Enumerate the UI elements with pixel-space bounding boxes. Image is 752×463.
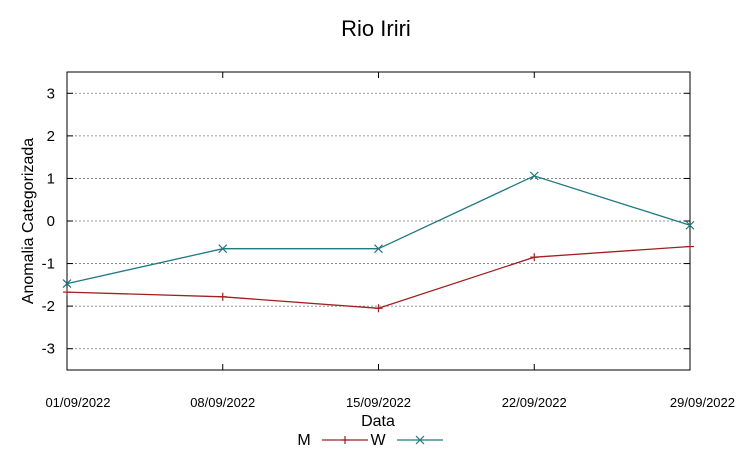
data-point-m xyxy=(218,292,227,301)
series-lines xyxy=(62,171,695,313)
y-tick-label: 2 xyxy=(47,128,55,145)
x-tick-label: 22/09/2022 xyxy=(502,395,567,410)
legend-label: M xyxy=(297,432,310,449)
y-axis-ticks: 3 2 1 0 -1 -2 -3 xyxy=(42,85,690,358)
data-point-w xyxy=(62,279,72,289)
data-point-w xyxy=(374,244,383,254)
legend-item-w: W xyxy=(370,432,443,449)
y-axis-label: Anomalia Categorizada xyxy=(20,138,37,304)
y-tick-label: 3 xyxy=(47,85,55,102)
legend-marker xyxy=(341,436,349,444)
data-point-w xyxy=(685,220,695,230)
data-point-m xyxy=(63,288,71,297)
x-axis-label: Data xyxy=(361,413,395,430)
data-point-m xyxy=(686,242,694,251)
x-axis-ticks: 01/09/2022 08/09/2022 15/09/2022 22/09/2022… xyxy=(45,72,735,410)
x-tick-label: 29/09/2022 xyxy=(670,395,735,410)
y-tick-label: -2 xyxy=(42,298,55,315)
legend-marker xyxy=(415,435,425,445)
y-tick-label: -3 xyxy=(42,341,55,358)
y-tick-label: -1 xyxy=(42,256,55,273)
y-tick-label: 0 xyxy=(47,213,55,230)
data-point-m xyxy=(530,253,539,262)
y-tick-label: 1 xyxy=(47,170,55,187)
series-line-w xyxy=(66,175,691,285)
x-tick-label: 08/09/2022 xyxy=(190,395,255,410)
data-point-w xyxy=(218,244,228,254)
legend-label: W xyxy=(370,432,386,449)
x-tick-label: 01/09/2022 xyxy=(45,395,110,410)
series-line-m xyxy=(66,245,691,309)
x-tick-label: 15/09/2022 xyxy=(346,395,411,410)
data-point-m xyxy=(374,304,383,313)
legend-item-m: M xyxy=(297,432,368,449)
data-point-w xyxy=(529,171,539,181)
chart-title: Rio Iriri xyxy=(341,16,411,41)
